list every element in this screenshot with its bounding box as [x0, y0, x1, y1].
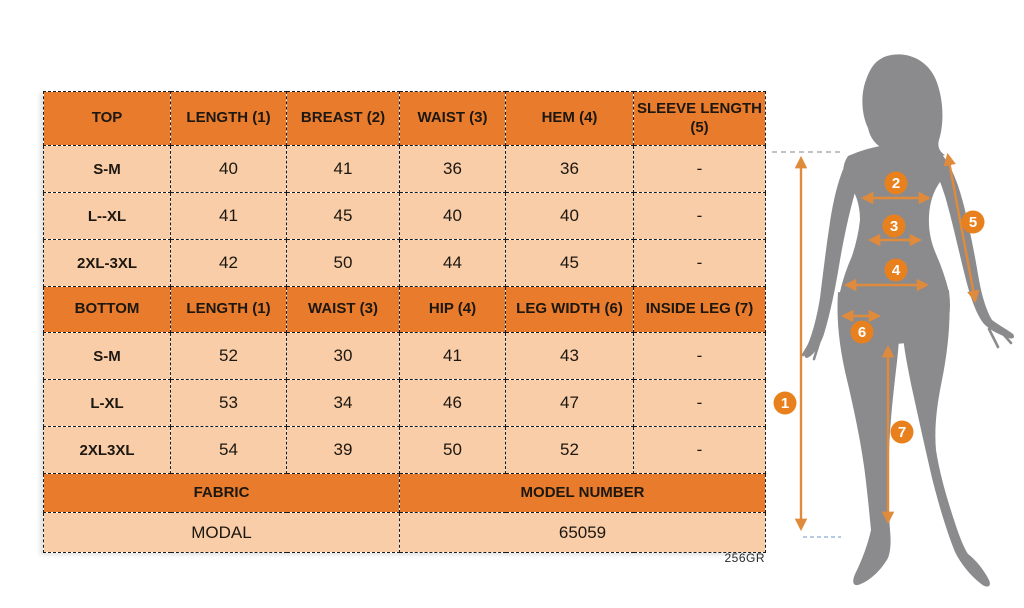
value-cell: 41 — [170, 192, 287, 240]
value-cell: 30 — [286, 332, 400, 380]
column-header-breast: BREAST (2) — [286, 91, 400, 146]
column-header-leg-width: LEG WIDTH (6) — [505, 286, 634, 333]
value-cell: 45 — [286, 192, 400, 240]
value-cell: 41 — [286, 145, 400, 193]
table-row: L-XL 53 34 46 47 - — [43, 379, 766, 427]
measurement-marker-7: 7 — [890, 420, 914, 444]
fabric-header: FABRIC — [43, 473, 400, 513]
value-cell: 52 — [170, 332, 287, 380]
column-header-bottom: BOTTOM — [43, 286, 171, 333]
size-label: 2XL-3XL — [43, 239, 171, 287]
table-row: L--XL 41 45 40 40 - — [43, 192, 766, 240]
model-number-value: 65059 — [399, 512, 766, 553]
measurement-figure: 1 2 3 4 5 6 7 — [772, 54, 1015, 587]
size-chart-table: TOP LENGTH (1) BREAST (2) WAIST (3) HEM … — [43, 91, 766, 553]
value-cell: 43 — [505, 332, 634, 380]
measurement-marker-4: 4 — [884, 258, 908, 282]
value-cell: 40 — [170, 145, 287, 193]
value-cell: 36 — [505, 145, 634, 193]
value-cell: 50 — [286, 239, 400, 287]
svg-text:3: 3 — [890, 218, 898, 235]
column-header-top: TOP — [43, 91, 171, 146]
svg-text:1: 1 — [781, 395, 789, 412]
column-header-waist: WAIST (3) — [399, 91, 506, 146]
model-number-header: MODEL NUMBER — [399, 473, 766, 513]
product-code: 256GR — [724, 551, 765, 565]
value-cell: 36 — [399, 145, 506, 193]
table-row: S-M 52 30 41 43 - — [43, 332, 766, 380]
column-header-length: LENGTH (1) — [170, 286, 287, 333]
measurement-marker-1: 1 — [773, 391, 797, 415]
value-cell: - — [633, 379, 766, 427]
column-header-hem: HEM (4) — [505, 91, 634, 146]
value-cell: 54 — [170, 426, 287, 474]
table-row: S-M 40 41 36 36 - — [43, 145, 766, 193]
value-cell: 46 — [399, 379, 506, 427]
table-row: 2XL-3XL 42 50 44 45 - — [43, 239, 766, 287]
value-cell: - — [633, 332, 766, 380]
value-cell: 34 — [286, 379, 400, 427]
column-header-inside-leg: INSIDE LEG (7) — [633, 286, 766, 333]
value-cell: 42 — [170, 239, 287, 287]
svg-text:6: 6 — [858, 324, 866, 341]
column-header-waist: WAIST (3) — [286, 286, 400, 333]
value-cell: 50 — [399, 426, 506, 474]
size-label: L--XL — [43, 192, 171, 240]
value-cell: 52 — [505, 426, 634, 474]
value-cell: - — [633, 145, 766, 193]
size-label: L-XL — [43, 379, 171, 427]
svg-text:2: 2 — [892, 175, 900, 192]
svg-text:4: 4 — [892, 262, 901, 279]
value-cell: 44 — [399, 239, 506, 287]
measurement-marker-5: 5 — [961, 210, 985, 234]
value-cell: 39 — [286, 426, 400, 474]
value-cell: 41 — [399, 332, 506, 380]
footer-header-row: FABRIC MODEL NUMBER — [43, 473, 766, 513]
size-label: 2XL3XL — [43, 426, 171, 474]
value-cell: 53 — [170, 379, 287, 427]
table-row: 2XL3XL 54 39 50 52 - — [43, 426, 766, 474]
measurement-marker-6: 6 — [850, 320, 874, 344]
fabric-value: MODAL — [43, 512, 400, 553]
footer-value-row: MODAL 65059 — [43, 512, 766, 553]
value-cell: - — [633, 192, 766, 240]
measurement-marker-2: 2 — [884, 171, 908, 195]
top-header-row: TOP LENGTH (1) BREAST (2) WAIST (3) HEM … — [43, 91, 766, 146]
value-cell: 45 — [505, 239, 634, 287]
value-cell: - — [633, 239, 766, 287]
svg-text:5: 5 — [969, 214, 977, 231]
size-label: S-M — [43, 332, 171, 380]
column-header-length: LENGTH (1) — [170, 91, 287, 146]
measurement-arrow-5 — [943, 152, 980, 304]
measurement-marker-3: 3 — [882, 214, 906, 238]
column-header-hip: HIP (4) — [399, 286, 506, 333]
bottom-header-row: BOTTOM LENGTH (1) WAIST (3) HIP (4) LEG … — [43, 286, 766, 333]
female-silhouette — [801, 54, 1015, 587]
size-label: S-M — [43, 145, 171, 193]
svg-text:7: 7 — [898, 424, 906, 441]
value-cell: 40 — [505, 192, 634, 240]
value-cell: 40 — [399, 192, 506, 240]
column-header-sleeve-length: SLEEVE LENGTH (5) — [633, 91, 766, 146]
measurement-markers: 1 2 3 4 5 6 7 — [773, 171, 985, 444]
value-cell: 47 — [505, 379, 634, 427]
value-cell: - — [633, 426, 766, 474]
